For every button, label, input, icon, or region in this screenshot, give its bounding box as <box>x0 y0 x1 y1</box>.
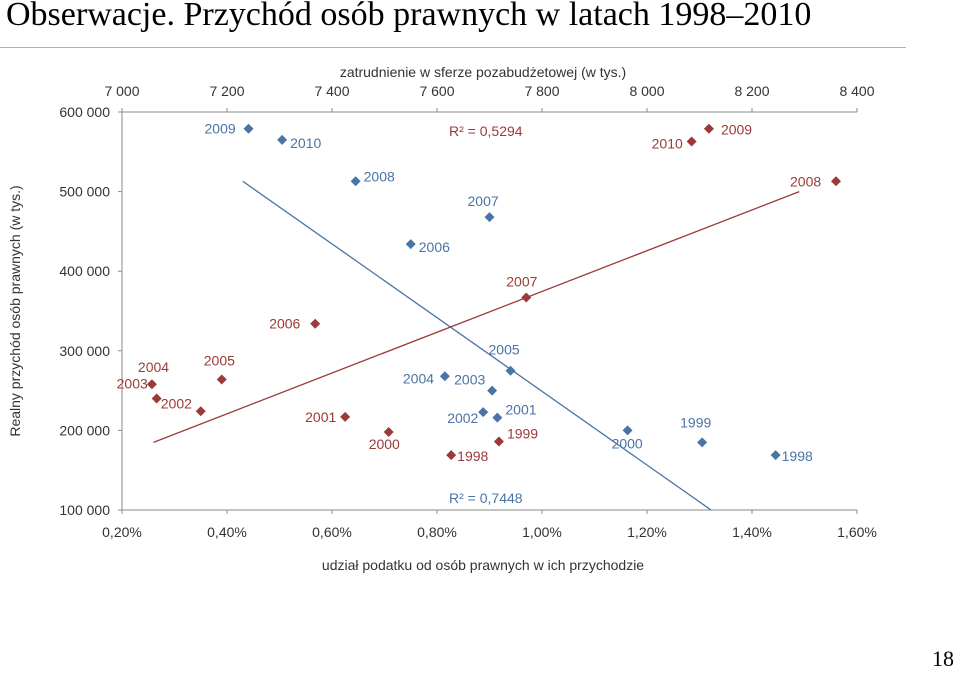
point-tax-share <box>487 385 498 396</box>
point-label: 2004 <box>403 370 434 386</box>
point-label: 2010 <box>290 135 321 151</box>
y-tick-label: 100 000 <box>59 502 110 518</box>
point-label: 2005 <box>204 352 235 368</box>
point-label: 2008 <box>790 173 821 189</box>
point-label: 2000 <box>369 436 400 452</box>
point-tax-share <box>492 412 503 423</box>
x-bottom-tick-label: 1,60% <box>837 524 877 540</box>
point-employment <box>195 406 206 417</box>
trendlines <box>153 180 800 511</box>
page-number: 18 <box>932 646 954 671</box>
point-label: 2004 <box>138 359 169 375</box>
point-employment <box>216 374 227 385</box>
x-bottom-tick-label: 0,60% <box>312 524 352 540</box>
point-employment <box>521 292 532 303</box>
point-label: 2003 <box>454 372 485 388</box>
point-tax-share <box>277 134 288 145</box>
point-tax-share <box>484 212 495 223</box>
point-label: 2001 <box>505 402 536 418</box>
point-employment <box>703 123 714 134</box>
point-label: 1999 <box>680 414 711 430</box>
x-top-tick-label: 7 600 <box>419 83 454 99</box>
x-top-tick-label: 8 200 <box>734 83 769 99</box>
point-employment <box>831 176 841 187</box>
x-top-tick-label: 8 400 <box>839 83 874 99</box>
point-label: 2002 <box>161 395 192 411</box>
point-employment <box>383 426 394 437</box>
point-employment <box>146 379 157 390</box>
x-bottom-tick-label: 1,00% <box>522 524 562 540</box>
point-employment <box>151 393 162 404</box>
point-tax-share <box>405 239 416 250</box>
point-label: 2005 <box>489 342 520 358</box>
point-label: 2007 <box>506 273 537 289</box>
data-points: 1998199920002001200220032004200520062007… <box>117 121 841 464</box>
x-top-axis-title: zatrudnienie w sferze pozabudżetowej (w … <box>340 64 626 80</box>
chart-axes: 100 000 200 000 300 000 400 000 500 000 600 0… <box>59 83 876 540</box>
point-label: 2008 <box>364 168 395 184</box>
point-label: 2001 <box>305 409 336 425</box>
point-tax-share <box>243 123 254 134</box>
y-tick-label: 400 000 <box>59 263 110 279</box>
point-label: 1999 <box>507 426 538 442</box>
point-employment <box>446 450 457 461</box>
point-label: 1998 <box>782 448 813 464</box>
x-bottom-tick-label: 1,20% <box>627 524 667 540</box>
point-label: 2003 <box>117 376 148 392</box>
x-top-tick-label: 7 800 <box>524 83 559 99</box>
trendline-employment <box>153 190 800 443</box>
point-tax-share <box>770 450 781 461</box>
y-tick-label: 600 000 <box>59 104 110 120</box>
x-top-tick-label: 7 000 <box>104 83 139 99</box>
x-bottom-tick-label: 1,40% <box>732 524 772 540</box>
point-label: 2010 <box>652 135 683 151</box>
r2-employment: R² = 0,5294 <box>449 123 523 139</box>
point-label: 2007 <box>468 193 499 209</box>
point-employment <box>310 318 321 329</box>
slide-title: Obserwacje. Przychód osób prawnych w lat… <box>6 0 812 33</box>
x-bottom-tick-label: 0,80% <box>417 524 457 540</box>
point-tax-share <box>505 365 516 376</box>
point-label: 2009 <box>205 121 236 137</box>
point-label: 1998 <box>457 448 488 464</box>
y-axis-title: Realny przychód osób prawnych (w tys.) <box>7 185 23 436</box>
point-label: 2002 <box>447 410 478 426</box>
x-bottom-tick-label: 0,20% <box>102 524 142 540</box>
y-tick-label: 500 000 <box>59 184 110 200</box>
title-divider <box>0 47 906 48</box>
y-tick-label: 300 000 <box>59 343 110 359</box>
point-label: 2009 <box>721 122 752 138</box>
x-top-tick-label: 7 400 <box>314 83 349 99</box>
point-tax-share <box>350 176 361 187</box>
x-bottom-tick-label: 0,40% <box>207 524 247 540</box>
r2-tax-share: R² = 0,7448 <box>449 490 523 506</box>
x-top-tick-label: 7 200 <box>209 83 244 99</box>
point-tax-share <box>478 407 489 418</box>
x-top-tick-label: 8 000 <box>629 83 664 99</box>
point-tax-share <box>439 371 450 382</box>
x-bottom-axis-title: udział podatku od osób prawnych w ich pr… <box>322 557 644 573</box>
axis-labels: udział podatku od osób prawnych w ich pr… <box>7 64 644 573</box>
point-employment <box>493 436 504 447</box>
point-tax-share <box>622 425 633 436</box>
point-tax-share <box>697 437 708 448</box>
point-employment <box>686 136 697 147</box>
point-label: 2006 <box>419 239 450 255</box>
point-label: 2000 <box>612 435 643 451</box>
point-label: 2006 <box>269 316 300 332</box>
trendline-tax-share <box>242 180 712 511</box>
y-tick-label: 200 000 <box>59 422 110 438</box>
point-employment <box>340 411 351 422</box>
